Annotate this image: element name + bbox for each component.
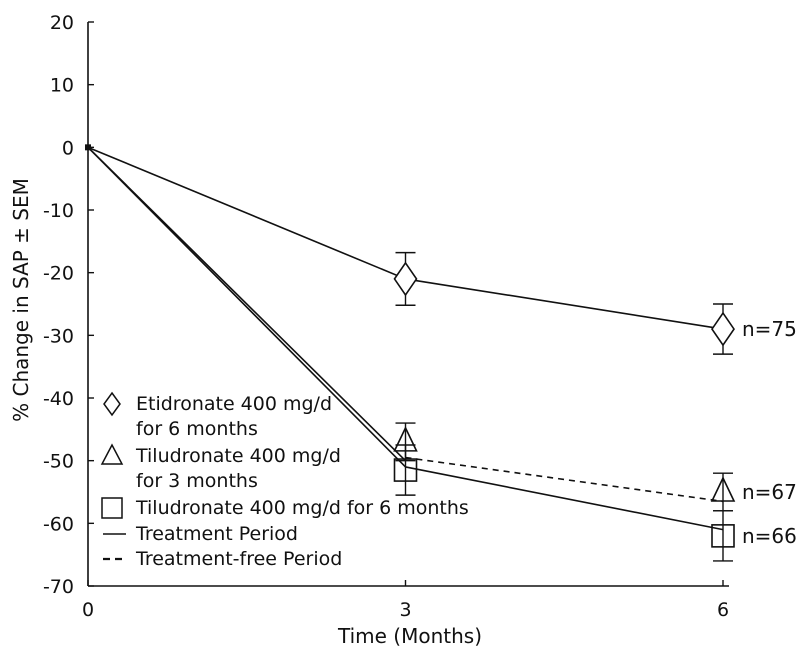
x-tick-label: 3: [399, 599, 411, 621]
triangle-marker: [710, 476, 736, 502]
treatment-line: [87, 146, 406, 280]
legend-label: Etidronate 400 mg/d: [136, 393, 332, 415]
square-marker: [393, 458, 418, 482]
legend-label: for 3 months: [136, 470, 258, 492]
triangle-marker: [393, 426, 418, 452]
y-tick-label: -10: [43, 200, 74, 222]
treatment-line: [405, 466, 724, 531]
y-tick-label: -30: [43, 325, 74, 347]
square-marker: [711, 524, 735, 548]
treatment-free-line: [405, 456, 724, 503]
n-label: n=75: [742, 317, 797, 341]
x-axis-title: Time (Months): [337, 624, 482, 648]
x-tick-label: 6: [717, 599, 729, 621]
x-axis: 0 3 6: [82, 580, 729, 621]
legend-label: for 6 months: [136, 418, 258, 440]
treatment-line: [87, 146, 407, 468]
y-tick-label: -60: [43, 513, 74, 535]
error-bars: [395, 251, 733, 562]
y-axis-title: % Change in SAP ± SEM: [9, 178, 33, 422]
diamond-marker: [393, 261, 418, 297]
legend-label: Tiludronate 400 mg/d: [135, 445, 341, 467]
plot-lines: [87, 146, 724, 531]
y-axis: 20 10 0 -10 -20 -30 -40 -50 -60 -70: [43, 12, 94, 598]
n-label: n=67: [742, 480, 797, 504]
n-label: n=66: [742, 524, 797, 548]
y-tick-label: 10: [50, 75, 74, 97]
x-tick-label: 0: [82, 599, 94, 621]
y-tick-label: -50: [43, 451, 74, 473]
legend-diamond-icon: [103, 391, 121, 417]
legend-square-icon: [101, 497, 123, 519]
y-tick-label: -70: [43, 576, 74, 598]
legend-label: Tiludronate 400 mg/d for 6 months: [135, 497, 469, 519]
end-labels: n=75 n=67 n=66: [742, 317, 797, 548]
y-tick-label: -40: [43, 388, 74, 410]
y-tick-label: 0: [62, 137, 74, 159]
legend-label: Treatment-free Period: [135, 548, 342, 570]
treatment-line: [405, 278, 724, 330]
data-markers: [85, 144, 736, 548]
y-tick-label: -20: [43, 263, 74, 285]
diamond-marker: [711, 311, 735, 347]
origin-point: [85, 144, 91, 151]
legend: Etidronate 400 mg/d for 6 months Tiludrona…: [100, 391, 469, 570]
legend-triangle-icon: [100, 443, 124, 465]
y-tick-label: 20: [50, 12, 74, 34]
legend-label: Treatment Period: [135, 523, 298, 545]
